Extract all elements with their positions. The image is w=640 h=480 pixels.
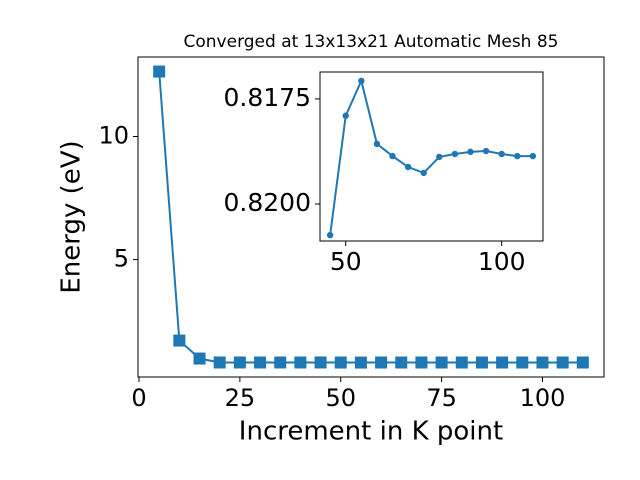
y-tick-label: 5 — [114, 245, 129, 273]
x-tick-label: 100 — [478, 247, 526, 276]
x-tick-label: 100 — [520, 384, 566, 412]
marker — [314, 356, 327, 369]
x-tick-label: 0 — [131, 384, 146, 412]
marker — [395, 356, 408, 369]
marker — [326, 231, 334, 239]
y-tick-label: 0.8175 — [224, 83, 311, 112]
data-line — [158, 71, 583, 364]
marker — [373, 140, 381, 148]
marker — [233, 356, 246, 369]
y-tick-label: 10 — [98, 122, 129, 150]
x-tick-label: 50 — [330, 247, 362, 276]
marker — [173, 334, 186, 347]
marker — [529, 152, 537, 160]
marker — [334, 356, 347, 369]
marker — [193, 352, 206, 365]
marker — [415, 356, 428, 369]
y-tick-label: 0.8200 — [224, 188, 311, 217]
y-axis-label: Energy (eV) — [57, 140, 87, 293]
marker — [455, 356, 468, 369]
x-axis-label: Increment in K point — [239, 417, 503, 447]
marker — [375, 356, 388, 369]
marker — [435, 356, 448, 369]
marker — [514, 152, 521, 160]
marker — [436, 153, 443, 161]
marker — [358, 77, 365, 85]
marker — [482, 147, 490, 155]
marker — [274, 356, 287, 369]
marker — [516, 356, 529, 369]
x-tick-label: 25 — [225, 384, 256, 412]
marker — [294, 356, 307, 369]
marker — [213, 356, 226, 369]
marker — [467, 148, 474, 156]
x-tick-label: 50 — [325, 384, 356, 412]
chart-title: Converged at 13x13x21 Automatic Mesh 85 — [184, 32, 559, 52]
plot-area — [319, 71, 544, 242]
marker — [342, 112, 349, 119]
marker — [576, 356, 589, 369]
marker — [475, 356, 488, 369]
marker — [254, 356, 267, 369]
marker — [498, 150, 505, 158]
marker — [451, 150, 459, 158]
marker — [389, 152, 396, 160]
marker — [556, 356, 569, 369]
marker — [404, 163, 412, 171]
marker — [420, 169, 427, 177]
marker — [536, 356, 549, 369]
marker — [496, 356, 509, 369]
x-tick-label: 75 — [426, 384, 457, 412]
marker — [153, 65, 166, 78]
marker — [354, 356, 367, 369]
